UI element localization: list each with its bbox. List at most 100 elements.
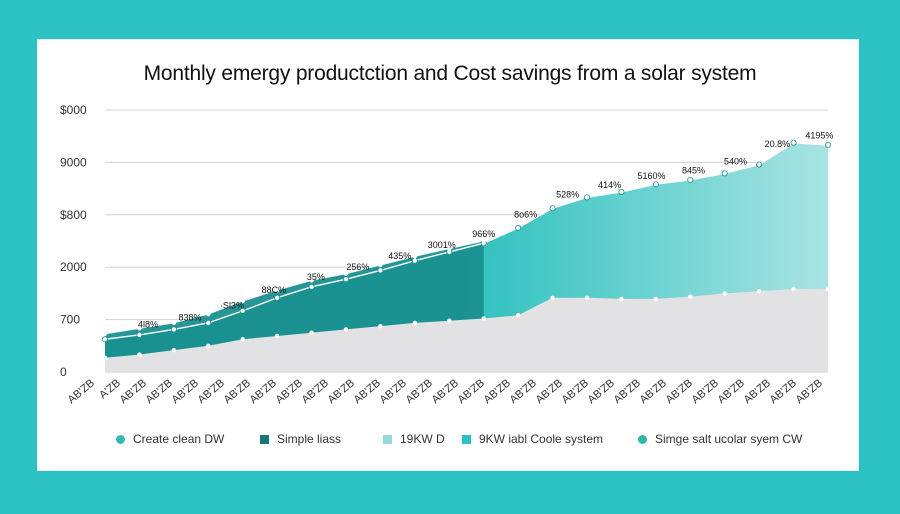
x-tick-label: AB'ZB (196, 377, 227, 406)
point-19kw (377, 267, 384, 274)
point-solar-system (550, 295, 555, 300)
x-tick-label: AB'ZB (586, 377, 617, 406)
point-simple-liass (102, 331, 108, 336)
x-tick-label: AB'ZB (612, 377, 643, 406)
legend-label: Create clean DW (133, 432, 225, 446)
x-tick-label: AB'ZB (742, 377, 773, 406)
point-solar-system (756, 289, 762, 294)
point-19kw (790, 139, 797, 146)
legend-label: 19KW D (400, 432, 445, 446)
legend-swatch (638, 434, 647, 444)
x-tick-label: AB'ZB (534, 377, 565, 406)
data-label: 35% (307, 272, 325, 282)
legend-swatch (383, 434, 392, 444)
point-simple-liass (274, 287, 280, 293)
legend-swatch (462, 434, 471, 444)
point-solar-system (791, 286, 796, 292)
point-19kw (170, 326, 177, 333)
y-tick-label: $800 (60, 208, 87, 222)
point-simple-liass (343, 271, 349, 276)
legend-item-create-clean: Create clean DW (116, 432, 224, 446)
point-simple-liass (309, 278, 314, 283)
x-tick-label: AB'ZB (352, 377, 383, 406)
data-label: 256% (346, 262, 369, 272)
y-tick-label: $000 (60, 103, 87, 117)
point-solar-system (653, 296, 659, 302)
x-tick-label: AB'ZB (170, 377, 201, 406)
point-solar-system (137, 352, 142, 357)
point-solar-system (171, 347, 177, 353)
point-19kw (274, 294, 281, 301)
point-solar-system (584, 295, 590, 300)
y-tick-label: 2000 (60, 260, 87, 274)
point-solar-system (102, 355, 108, 361)
x-tick-label: AB'ZB (456, 377, 487, 406)
point-19kw (411, 257, 418, 264)
data-label: 8o6% (514, 210, 537, 220)
point-solar-system (688, 294, 693, 299)
point-solar-system (481, 316, 486, 321)
point-solar-system (447, 318, 452, 323)
x-tick-label: AB'ZB (716, 377, 747, 406)
y-tick-label: 9000 (60, 155, 87, 169)
point-19kw (721, 170, 728, 177)
data-label: 838% (178, 312, 201, 322)
x-tick-label: AB'ZB (508, 377, 539, 406)
x-tick-label: AB'ZB (482, 377, 513, 406)
x-tick-label: AB'ZB (66, 377, 97, 406)
x-tick-label: AB'ZB (300, 377, 331, 406)
legend-label: Simge salt ucolar syem CW (655, 432, 803, 446)
point-19kw (239, 307, 246, 314)
data-label: 540% (724, 157, 747, 167)
point-19kw (342, 276, 349, 283)
point-19kw (136, 331, 143, 338)
point-simple-liass (412, 254, 418, 259)
point-solar-system (515, 313, 521, 318)
point-19kw (584, 194, 591, 201)
data-label: ·Sl3% (220, 301, 244, 311)
chart-title: Monthly emergy productction and Cost sav… (143, 62, 757, 85)
data-label: 4l8% (138, 320, 158, 330)
legend-item-solar-system: Simge salt ucolar syem CW (638, 432, 802, 446)
point-19kw (618, 188, 625, 195)
x-tick-label: AB'ZB (118, 377, 149, 406)
data-label: 88C% (262, 285, 287, 295)
data-label: 435% (388, 251, 411, 261)
x-tick-label: AB'ZB (430, 377, 461, 406)
point-19kw (652, 181, 659, 188)
line-simple-liass (104, 240, 484, 335)
point-solar-system (825, 286, 831, 292)
point-simple-liass (447, 246, 452, 251)
point-simple-liass (240, 298, 245, 304)
area-solar-system (105, 289, 828, 372)
point-solar-system (343, 327, 349, 332)
legend-label: Simple liass (277, 432, 342, 446)
point-simple-liass (137, 326, 142, 331)
point-solar-system (274, 333, 280, 339)
data-label: 966% (472, 229, 495, 239)
point-solar-system (240, 337, 245, 342)
data-label: 528% (556, 189, 579, 199)
x-tick-label: AB'ZB (560, 377, 591, 406)
point-19kw (549, 205, 556, 212)
x-tick-label: AB'ZB (222, 377, 253, 406)
x-tick-label: AB'ZB (274, 377, 305, 406)
x-tick-label: AB'ZB (638, 377, 669, 406)
x-tick-label: AB'ZB (794, 377, 825, 406)
x-tick-label: AB'ZB (768, 377, 799, 406)
point-simple-liass (378, 262, 383, 268)
chart-legend: Create clean DW Simple liass 19KW D 9KW … (110, 432, 830, 448)
data-label: 20.8% (765, 139, 791, 149)
point-simple-liass (171, 320, 177, 326)
legend-item-9kw-system: 9KW iabl Coole system (462, 432, 603, 446)
legend-item-19kw: 19KW D (383, 432, 445, 446)
point-solar-system (309, 330, 314, 335)
legend-label: 9KW iabl Coole system (479, 432, 604, 446)
point-19kw (205, 319, 212, 326)
legend-item-simple-liass: Simple liass (260, 432, 341, 446)
x-tick-label: AB'ZB (664, 377, 695, 406)
point-19kw (515, 224, 522, 231)
point-19kw (756, 161, 763, 168)
data-label: 414% (598, 180, 621, 190)
